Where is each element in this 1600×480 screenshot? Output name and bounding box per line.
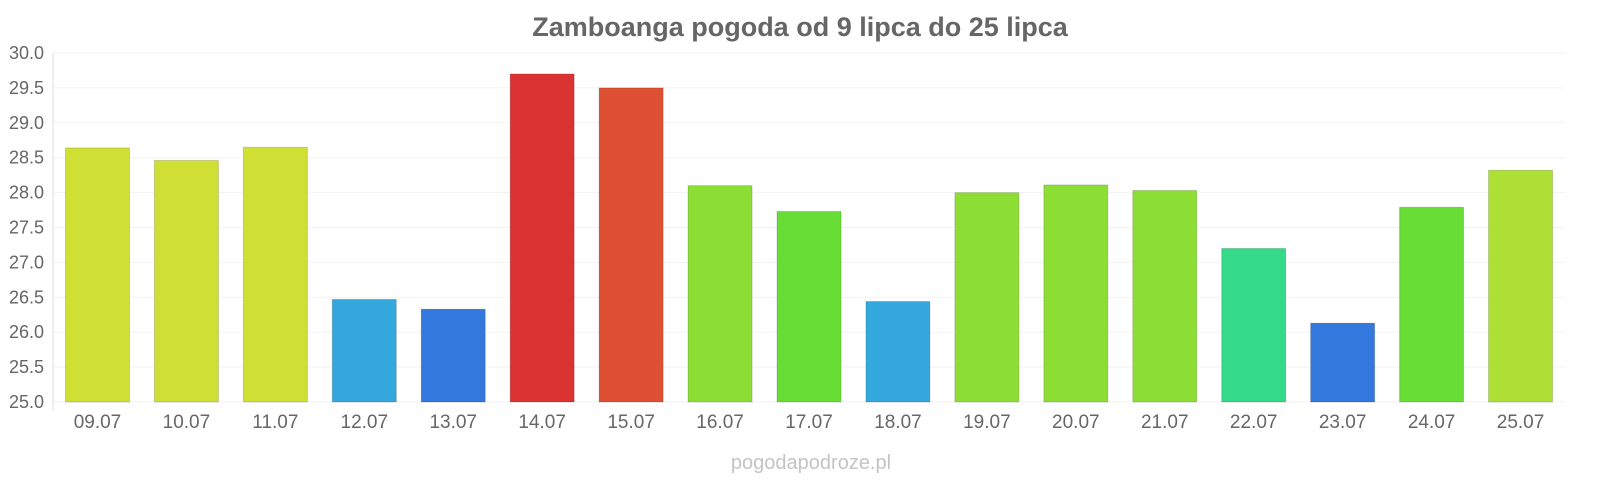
bar (865, 300, 931, 403)
y-tick-label: 28.0 (9, 183, 44, 203)
bar (1043, 184, 1109, 403)
y-tick-label: 25.0 (9, 392, 44, 412)
y-tick-label: 26.0 (9, 322, 44, 342)
y-tick-label: 27.5 (9, 218, 44, 238)
x-tick-label: 25.07 (1497, 412, 1545, 433)
x-tick-label: 09.07 (74, 412, 122, 433)
bars (64, 73, 1554, 403)
y-tick-label: 27.0 (9, 252, 44, 272)
x-tick-label: 11.07 (252, 412, 298, 433)
x-tick-label: 14.07 (518, 412, 566, 433)
bar (1399, 206, 1465, 403)
x-tick-label: 15.07 (607, 412, 655, 433)
y-tick-label: 26.5 (9, 287, 44, 307)
bar (687, 185, 753, 403)
x-tick-label: 17.07 (785, 412, 833, 433)
y-tick-label: 29.5 (9, 78, 44, 98)
x-axis-ticks: 09.07 10.07 11.07 12.07 13.07 14.07 15.07 16.07… (74, 412, 1545, 433)
x-tick-label: 18.07 (874, 412, 922, 433)
bar (598, 87, 664, 403)
x-tick-label: 21.07 (1141, 412, 1189, 433)
bar (64, 147, 130, 403)
bar (509, 73, 575, 403)
bar (242, 146, 308, 403)
bar (1221, 247, 1287, 403)
x-tick-label: 24.07 (1408, 412, 1456, 433)
bar (331, 298, 397, 403)
x-tick-label: 19.07 (963, 412, 1011, 433)
bar (1310, 322, 1376, 403)
y-tick-label: 25.5 (9, 357, 44, 377)
x-tick-label: 16.07 (696, 412, 744, 433)
y-tick-label: 28.5 (9, 148, 44, 168)
bar (1132, 190, 1198, 403)
bar (954, 192, 1020, 403)
chart-title: Zamboanga pogoda od 9 lipca do 25 lipca (532, 12, 1069, 42)
bar (1488, 169, 1554, 403)
x-tick-label: 22.07 (1230, 412, 1278, 433)
bar (420, 308, 486, 403)
x-tick-label: 20.07 (1052, 412, 1100, 433)
x-tick-label: 10.07 (163, 412, 211, 433)
x-tick-label: 13.07 (429, 412, 477, 433)
bar (153, 159, 219, 403)
x-tick-label: 12.07 (341, 412, 389, 433)
source-credit: pogodapodroze.pl (731, 452, 891, 474)
y-tick-label: 30.0 (9, 43, 44, 63)
bar (776, 210, 842, 403)
y-axis-ticks: 25.0 25.5 26.0 26.5 27.0 27.5 28.0 28.5 29.0 29.5… (9, 43, 44, 412)
x-tick-label: 23.07 (1319, 412, 1367, 433)
y-tick-label: 29.0 (9, 113, 44, 133)
